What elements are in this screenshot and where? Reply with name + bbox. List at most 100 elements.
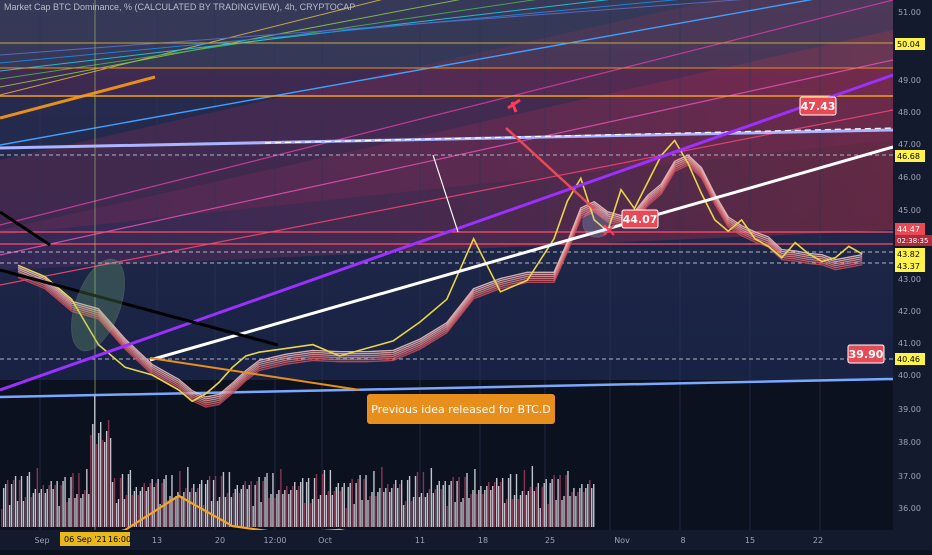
volume-bar — [486, 486, 488, 527]
annotation-text: Previous idea released for BTC.D — [371, 403, 551, 416]
volume-bar — [14, 476, 17, 527]
volume-bar — [244, 481, 246, 527]
volume-bar — [440, 489, 442, 527]
volume-bar — [383, 492, 385, 527]
volume-bar — [551, 479, 553, 527]
volume-bar — [476, 494, 478, 527]
volume-bar — [395, 480, 397, 527]
volume-bar — [220, 476, 223, 527]
volume-bar — [458, 477, 460, 527]
crosshair-date-tag — [60, 532, 130, 546]
volume-bar — [20, 476, 23, 527]
x-tick-label: 25 — [545, 536, 555, 545]
volume-bar — [113, 478, 116, 527]
volume-bar — [268, 498, 270, 527]
volume-bar — [30, 497, 33, 527]
volume-bar — [264, 477, 266, 527]
volume-bar — [252, 506, 254, 527]
volume-bar — [185, 488, 187, 527]
volume-bar — [16, 501, 19, 527]
price-tag-label: 50.04 — [897, 40, 920, 49]
volume-bar — [238, 493, 240, 527]
ma-ribbon-line — [17, 158, 863, 402]
volume-bar — [48, 485, 50, 527]
volume-bar — [307, 478, 310, 527]
volume-bar — [88, 494, 90, 527]
cross-marker — [603, 224, 615, 236]
volume-bar — [585, 488, 587, 527]
fan-line — [0, 0, 461, 88]
volume-bar — [470, 494, 472, 527]
volume-bar — [398, 484, 401, 527]
volume-bar — [214, 476, 217, 527]
volume-bar — [397, 488, 399, 527]
volume-bar — [216, 501, 219, 527]
y-tick-label: 51.00 — [898, 8, 921, 17]
price-tag-label: 46.68 — [897, 152, 920, 161]
volume-bar — [589, 480, 591, 527]
volume-bar — [321, 474, 324, 527]
black-downtrend-line — [0, 210, 51, 247]
volume-bar — [329, 470, 332, 527]
volume-bar — [52, 489, 54, 527]
volume-bars — [1, 396, 863, 547]
volume-bar — [499, 482, 502, 527]
volume-bar — [167, 500, 169, 527]
volume-bar — [515, 474, 518, 527]
volume-bar — [565, 475, 567, 527]
volume-bar — [218, 497, 221, 527]
y-axis-panel — [893, 0, 932, 550]
volume-bar — [373, 471, 375, 527]
volume-bar — [240, 489, 242, 527]
price-callouts: 47.43 44.07 39.90 — [621, 96, 885, 364]
volume-bar — [446, 506, 448, 527]
volume-bar — [155, 483, 157, 527]
fan-lines — [0, 0, 894, 286]
volume-bar — [400, 480, 403, 527]
volume-bar — [375, 496, 377, 527]
y-tick-label: 45.00 — [898, 206, 921, 215]
x-tick-label: 20 — [215, 536, 225, 545]
volume-bar — [420, 493, 423, 527]
chart-title: Market Cap BTC Dominance, % (CALCULATED … — [4, 2, 356, 12]
volume-bar — [311, 499, 314, 527]
price-tag — [895, 260, 925, 272]
volume-bar — [541, 487, 543, 527]
volume-bar — [436, 485, 438, 527]
volume-bar — [450, 481, 452, 527]
price-callout-label: 39.90 — [849, 348, 884, 361]
volume-bar — [480, 486, 482, 527]
volume-bar — [511, 499, 514, 527]
volume-bar — [94, 396, 96, 527]
volume-bar — [299, 482, 302, 527]
y-tick-label: 37.00 — [898, 472, 921, 481]
price-tag-label: 40.46 — [897, 355, 920, 364]
y-tick-label: 38.00 — [898, 438, 921, 447]
annotation-pointer — [149, 357, 361, 391]
volume-bar — [165, 475, 167, 527]
volume-bar — [206, 480, 209, 527]
volume-bar — [313, 478, 316, 527]
volume-bar — [68, 498, 70, 527]
marker-top — [507, 98, 521, 113]
x-tick-label: 22 — [813, 536, 823, 545]
volume-bar — [296, 490, 298, 527]
price-tag — [895, 223, 925, 235]
volume-bar — [543, 483, 545, 527]
countdown-tag — [895, 235, 932, 246]
volume-bar — [294, 482, 296, 527]
volume-bar — [428, 489, 431, 527]
volume-bar — [290, 490, 292, 527]
volume-bar — [111, 482, 114, 527]
volume-bar — [387, 484, 389, 527]
red-downtrend-line — [505, 127, 605, 219]
volume-bar — [276, 494, 278, 527]
volume-bar — [347, 487, 349, 527]
volume-bar — [62, 481, 64, 527]
volume-bar — [26, 476, 29, 527]
volume-bar — [452, 477, 454, 527]
volume-bar — [474, 469, 476, 527]
volume-bar — [571, 492, 573, 527]
